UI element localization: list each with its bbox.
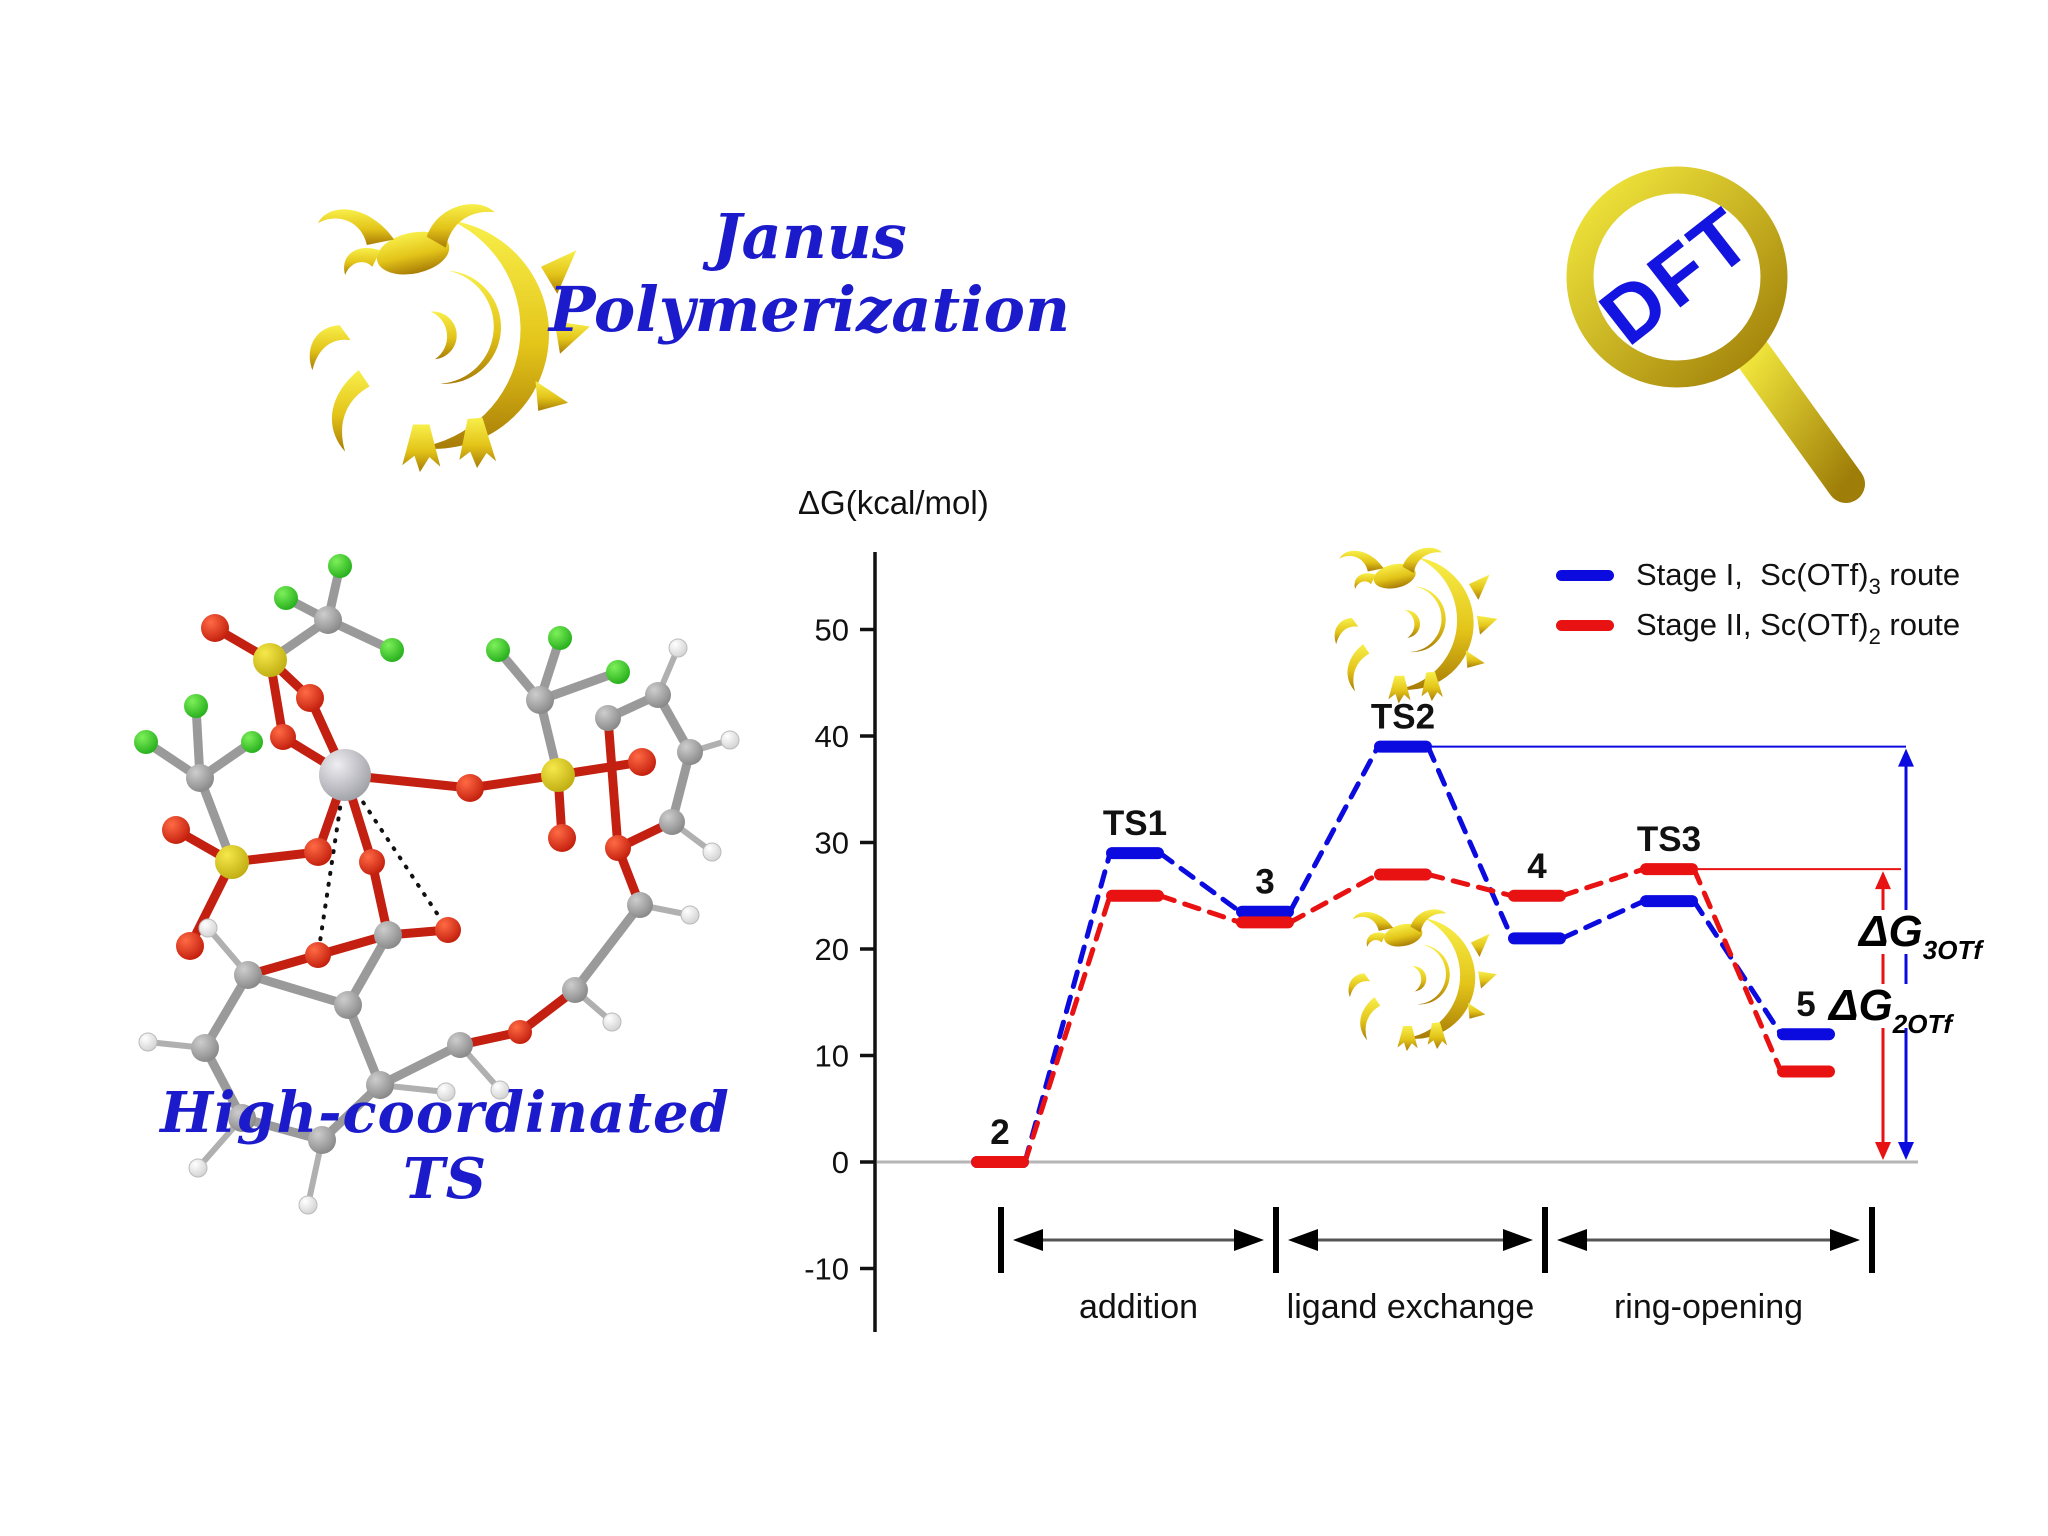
stage-divider (998, 1207, 1004, 1273)
energy-level-bar (1640, 895, 1698, 908)
energy-connector (1287, 871, 1381, 925)
energy-connector (1022, 850, 1113, 1165)
arrowhead-down (1875, 1142, 1891, 1160)
energy-level-bar (1640, 863, 1698, 876)
molecule-figure (134, 554, 740, 1215)
y-tick-label: 20 (815, 932, 849, 967)
species-label: 5 (1796, 985, 1815, 1024)
y-tick-label: -10 (804, 1252, 849, 1287)
stage-arrowhead-left (1557, 1229, 1587, 1251)
species-label: 4 (1527, 847, 1547, 886)
energy-connector (1425, 744, 1515, 941)
hydrogen-atoms (138, 638, 740, 1215)
magnifier-ring (1566, 166, 1788, 388)
oxygen-atoms (162, 614, 656, 1044)
species-label: TS3 (1637, 820, 1701, 859)
energy-level-bar (1106, 889, 1164, 902)
dft-magnifier: DFT (1566, 166, 1865, 503)
legend-swatch (1556, 569, 1614, 581)
y-tick-label: 10 (815, 1039, 849, 1074)
fluorine-atoms (134, 554, 630, 754)
annotation-dG-3OTf-sub: 3OTf (1922, 935, 1982, 965)
energy-level-bar (1777, 1028, 1835, 1041)
energy-level-bar (971, 1156, 1029, 1168)
energy-level-bar (1374, 868, 1432, 881)
energy-connector (1157, 893, 1243, 925)
stage-divider (1542, 1207, 1548, 1273)
energy-level-bar (1106, 847, 1164, 860)
molecule-atoms (134, 554, 740, 1215)
stage-label: ring-opening (1614, 1288, 1803, 1326)
molecule-caption: High-coordinated TS (160, 1080, 730, 1212)
energy-level-bar (1236, 916, 1294, 929)
energy-connector (1425, 871, 1515, 899)
legend-label: Stage I, Sc(OTf)3 route (1636, 557, 1961, 599)
annotation-dG-2OTf-text: ΔG (1829, 981, 1893, 1030)
stage-arrowhead-left (1288, 1229, 1318, 1251)
arrowhead-down (1898, 1142, 1914, 1160)
energy-connector (1157, 850, 1243, 915)
species-label: TS2 (1371, 698, 1435, 737)
energy-profile-chart: 50 40 30 20 10 0 -10 2 TS1 3 TS2 4 TS3 5 addition ligan… (804, 552, 1918, 1332)
energy-level-bar (1508, 889, 1566, 902)
legend-row: Stage II, Sc(OTf)2 route (1556, 600, 1960, 650)
legend-label: Stage II, Sc(OTf)2 route (1636, 607, 1961, 649)
energy-level-bar (1374, 740, 1432, 753)
stage-divider (1273, 1207, 1279, 1273)
magnifier-handle (1729, 329, 1865, 503)
scandium-atom (319, 749, 371, 801)
stage-divider (1869, 1207, 1875, 1273)
stage-arrowhead-right (1234, 1229, 1264, 1251)
legend-row: Stage I, Sc(OTf)3 route (1556, 550, 1960, 600)
energy-connector (1022, 893, 1113, 1165)
y-tick-label: 0 (832, 1145, 849, 1180)
y-axis-label: ΔG(kcal/mol) (798, 484, 989, 521)
species-label: 3 (1255, 863, 1274, 902)
chart-legend: Stage I, Sc(OTf)3 route Stage II, Sc(OTf)… (1556, 550, 1960, 650)
legend-swatch (1556, 619, 1614, 631)
stage-arrowhead-right (1830, 1229, 1860, 1251)
stage-label: ligand exchange (1287, 1288, 1535, 1326)
energy-connector (1559, 866, 1647, 899)
stage-arrowhead-left (1013, 1229, 1043, 1251)
annotation-dG-3OTf-text: ΔG (1859, 907, 1923, 956)
energy-level-bar (1508, 932, 1566, 945)
page-title: Janus Polymerization (548, 200, 1071, 346)
energy-connector (1287, 744, 1381, 915)
energy-connector (1559, 898, 1647, 941)
species-label: 2 (990, 1113, 1009, 1152)
sulfur-atoms (215, 643, 575, 879)
y-tick-label: 30 (815, 826, 849, 861)
species-label: TS1 (1103, 804, 1167, 843)
stage-arrowhead-right (1503, 1229, 1533, 1251)
dragon-logo-chart-top (1334, 547, 1498, 704)
y-tick-label: 50 (815, 613, 849, 648)
y-tick-label: 40 (815, 719, 849, 754)
dragon-logo-chart-middle (1348, 909, 1497, 1052)
carbon-atoms (186, 606, 703, 1154)
annotation-dG-3OTf: ΔG3OTf (1854, 907, 1987, 963)
arrowhead-up (1875, 871, 1891, 890)
energy-level-bar (1777, 1065, 1835, 1078)
coordination-dotted-lines (316, 773, 450, 957)
stage-label: addition (1079, 1288, 1198, 1326)
annotation-dG-2OTf-sub: 2OTf (1892, 1009, 1952, 1039)
energy-level-bar (1236, 905, 1294, 918)
annotation-dG-2OTf: ΔG2OTf (1824, 981, 1957, 1037)
energy-connector (1691, 866, 1784, 1074)
arrowhead-up (1898, 748, 1914, 767)
